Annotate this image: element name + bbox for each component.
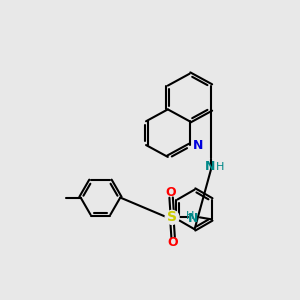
Text: N: N	[193, 139, 203, 152]
Text: O: O	[166, 186, 176, 199]
Text: O: O	[168, 236, 178, 249]
Text: H: H	[185, 212, 194, 221]
Text: N: N	[188, 212, 198, 225]
Text: H: H	[216, 162, 224, 172]
Text: N: N	[205, 160, 216, 173]
Text: S: S	[167, 210, 177, 224]
Circle shape	[165, 210, 179, 224]
